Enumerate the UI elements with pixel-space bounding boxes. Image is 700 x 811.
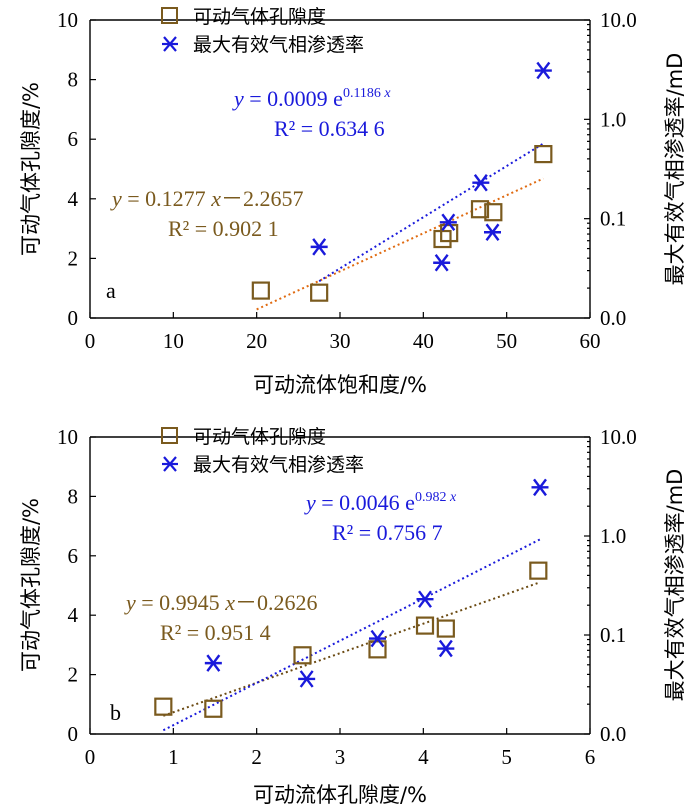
panel-a-porosity-point xyxy=(433,229,452,249)
panel-a-exp-equation: y = 0.0009 e0.1186 x xyxy=(232,86,391,111)
panel-b-right-axis-title: 最大有效气相渗透率/mD xyxy=(663,469,687,702)
panel-b-legend-square-swatch xyxy=(161,427,178,444)
panel-a-x-tick-label: 30 xyxy=(330,329,351,353)
panel-b-x-axis-title: 可动流体孔隙度/% xyxy=(253,783,427,807)
panel-b-x-tick-label: 6 xyxy=(585,745,596,769)
panel-b-linear-r2: R² = 0.951 4 xyxy=(160,620,271,645)
panel-b-y-left-tick-label: 2 xyxy=(68,663,79,687)
panel-a-porosity-point xyxy=(251,281,270,300)
panel-b-porosity-point xyxy=(368,640,387,659)
panel-a-x-axis-title: 可动流体饱和度/% xyxy=(253,373,427,397)
panel-b-porosity-point xyxy=(436,619,455,638)
panel-b-legend-permeability-label: 最大有效气相渗透率 xyxy=(193,454,364,476)
panel-b-legend: 可动气体孔隙度 最大有效气相渗透率 xyxy=(161,426,364,476)
panel-a-right-axis-title: 最大有效气相渗透率/mD xyxy=(663,53,687,286)
panel-a-left-axis-title: 可动气体孔隙度/% xyxy=(19,82,43,256)
panel-a-permeability-point xyxy=(433,254,451,272)
panel-a-x-tick-label: 60 xyxy=(580,329,601,353)
panel-a-porosity-point xyxy=(534,145,553,164)
panel-a-x-tick-label: 10 xyxy=(163,329,184,353)
panel-b-porosity-point xyxy=(529,561,548,580)
panel-b-legend-porosity-label: 可动气体孔隙度 xyxy=(193,426,326,448)
panel-b-y-left-tick-label: 8 xyxy=(68,484,79,508)
panel-b-porosity-point xyxy=(204,699,223,718)
panel-a: 0 10 20 30 40 50 60 0 2 4 6 8 10 0.0 0.1 1.0 10.0 可动气体孔隙… xyxy=(19,6,687,397)
panel-b-y-right-tick-label: 0.0 xyxy=(600,722,626,746)
panel-a-permeability-point xyxy=(472,174,490,192)
panel-b-trendline-exp xyxy=(162,538,541,732)
panel-b-permeability-point xyxy=(204,654,222,672)
panel-b-permeability-point xyxy=(437,639,455,658)
panel-b-marks xyxy=(154,478,549,718)
panel-a-label: a xyxy=(106,278,116,303)
panel-b-y-left-tick-label: 0 xyxy=(68,722,79,746)
panel-b-porosity-point xyxy=(415,616,435,635)
panel-a-y-left-tick-label: 0 xyxy=(68,306,79,330)
panel-a-y-right-tick-label: 0.1 xyxy=(600,207,626,231)
panel-a-permeability-point xyxy=(310,238,328,256)
panel-b-porosity-point xyxy=(293,646,312,665)
panel-a-legend-permeability-label: 最大有效气相渗透率 xyxy=(193,34,364,56)
panel-a-legend: 可动气体孔隙度 最大有效气相渗透率 xyxy=(161,6,364,56)
panel-a-legend-square-swatch xyxy=(161,7,178,24)
panel-a-y-left-tick-label: 8 xyxy=(68,68,79,92)
panel-a-y-right-tick-label: 0.0 xyxy=(600,306,626,330)
panel-b-legend-asterisk-swatch xyxy=(162,456,178,472)
panel-a-porosity-point xyxy=(310,283,329,302)
panel-a-permeability-point xyxy=(439,213,457,231)
panel-b-permeability-point xyxy=(298,670,316,688)
panel-b-label: b xyxy=(110,700,121,725)
panel-a-y-right-tick-label: 10.0 xyxy=(600,8,637,32)
panel-a-linear-equation: y = 0.1277 x－2.2657 xyxy=(110,186,303,211)
panel-b-y-left-tick-label: 4 xyxy=(68,603,79,627)
panel-a-linear-r2: R² = 0.902 1 xyxy=(168,216,279,241)
panel-a-x-tick-label: 20 xyxy=(246,329,267,353)
panel-b-permeability-point xyxy=(416,590,434,608)
panel-a-trendlines xyxy=(256,142,544,311)
panel-a-trendline-exp xyxy=(318,142,544,283)
panel-a-permeability-point xyxy=(534,61,552,80)
panel-b-permeability-point xyxy=(531,478,549,497)
panel-b-linear-equation: y = 0.9945 x－0.2626 xyxy=(124,590,317,615)
panel-a-y-left-tick-label: 4 xyxy=(68,187,79,211)
panel-a-y-right-tick-label: 1.0 xyxy=(600,107,626,131)
panel-b-x-tick-label: 5 xyxy=(501,745,512,769)
panel-b-porosity-point xyxy=(154,697,173,716)
panel-b-y-right-tick-label: 0.1 xyxy=(600,623,626,647)
panel-b-ticks: 0 1 2 3 4 5 6 0 2 4 6 8 10 0.0 0.1 1.0 10.0 xyxy=(57,425,637,769)
panel-a-permeability-point xyxy=(484,223,501,241)
panel-a-ticks: 0 10 20 30 40 50 60 0 2 4 6 8 10 0.0 0.1 1.0 10.0 xyxy=(57,8,637,353)
panel-b: 0 1 2 3 4 5 6 0 2 4 6 8 10 0.0 0.1 1.0 10.0 可动气体孔隙度 最大有效… xyxy=(19,425,687,807)
panel-a-marks xyxy=(251,61,553,302)
panel-b-x-tick-label: 3 xyxy=(335,745,346,769)
panel-b-left-axis-title: 可动气体孔隙度/% xyxy=(19,498,43,672)
panel-a-y-left-tick-label: 10 xyxy=(57,8,78,32)
panel-a-x-tick-label: 50 xyxy=(496,329,517,353)
panel-a-legend-asterisk-swatch xyxy=(162,36,178,52)
panel-b-exp-equation: y = 0.0046 e0.982 x xyxy=(304,490,457,515)
panel-a-porosity-point xyxy=(470,200,490,219)
panel-b-y-left-tick-label: 6 xyxy=(68,544,79,568)
panel-a-legend-porosity-label: 可动气体孔隙度 xyxy=(193,6,326,28)
panel-a-y-left-tick-label: 6 xyxy=(68,127,79,151)
panel-b-y-right-tick-label: 10.0 xyxy=(600,425,637,449)
panel-a-porosity-point xyxy=(484,203,503,222)
panel-b-y-left-tick-label: 10 xyxy=(57,425,78,449)
panel-b-permeability-point xyxy=(369,629,386,648)
panel-b-exp-r2: R² = 0.756 7 xyxy=(332,520,443,545)
panel-a-x-tick-label: 0 xyxy=(85,329,96,353)
panel-a-exp-r2: R² = 0.634 6 xyxy=(274,116,385,141)
panel-b-y-right-tick-label: 1.0 xyxy=(600,524,626,548)
panel-b-x-tick-label: 2 xyxy=(251,745,262,769)
panel-b-trendlines xyxy=(162,538,541,732)
panel-b-trendline-linear xyxy=(162,581,539,717)
panel-a-y-left-tick-label: 2 xyxy=(68,246,79,270)
panel-b-x-tick-label: 4 xyxy=(418,745,429,769)
panel-b-x-tick-label: 1 xyxy=(168,745,179,769)
panel-b-x-tick-label: 0 xyxy=(85,745,96,769)
panel-a-x-tick-label: 40 xyxy=(413,329,434,353)
